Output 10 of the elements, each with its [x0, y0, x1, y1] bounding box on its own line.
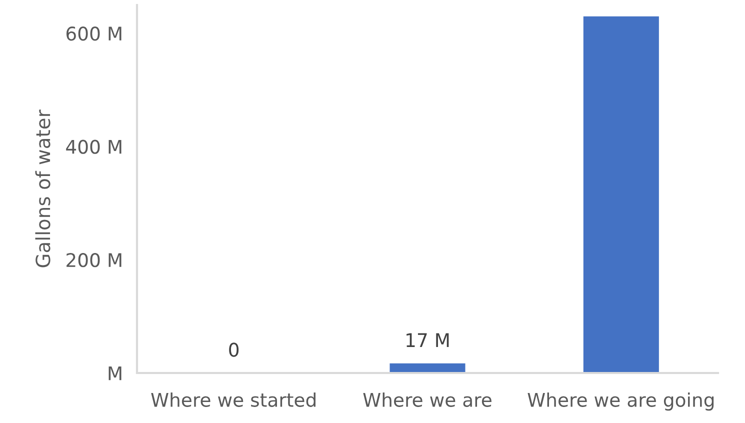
- data-label: 17 M: [406, 333, 449, 347]
- y-axis-title: Gallons of water: [35, 110, 50, 268]
- y-tick-label: M: [108, 366, 122, 380]
- y-tick-label: 400 M: [66, 140, 122, 154]
- data-label: 0: [229, 342, 239, 357]
- x-tick-label: Where we are going: [528, 392, 714, 411]
- y-tick-label: 600 M: [66, 26, 122, 41]
- x-tick-label: Where we are: [363, 392, 492, 407]
- y-tick-label: 200 M: [66, 252, 122, 268]
- x-tick-label: Where we started: [151, 392, 316, 407]
